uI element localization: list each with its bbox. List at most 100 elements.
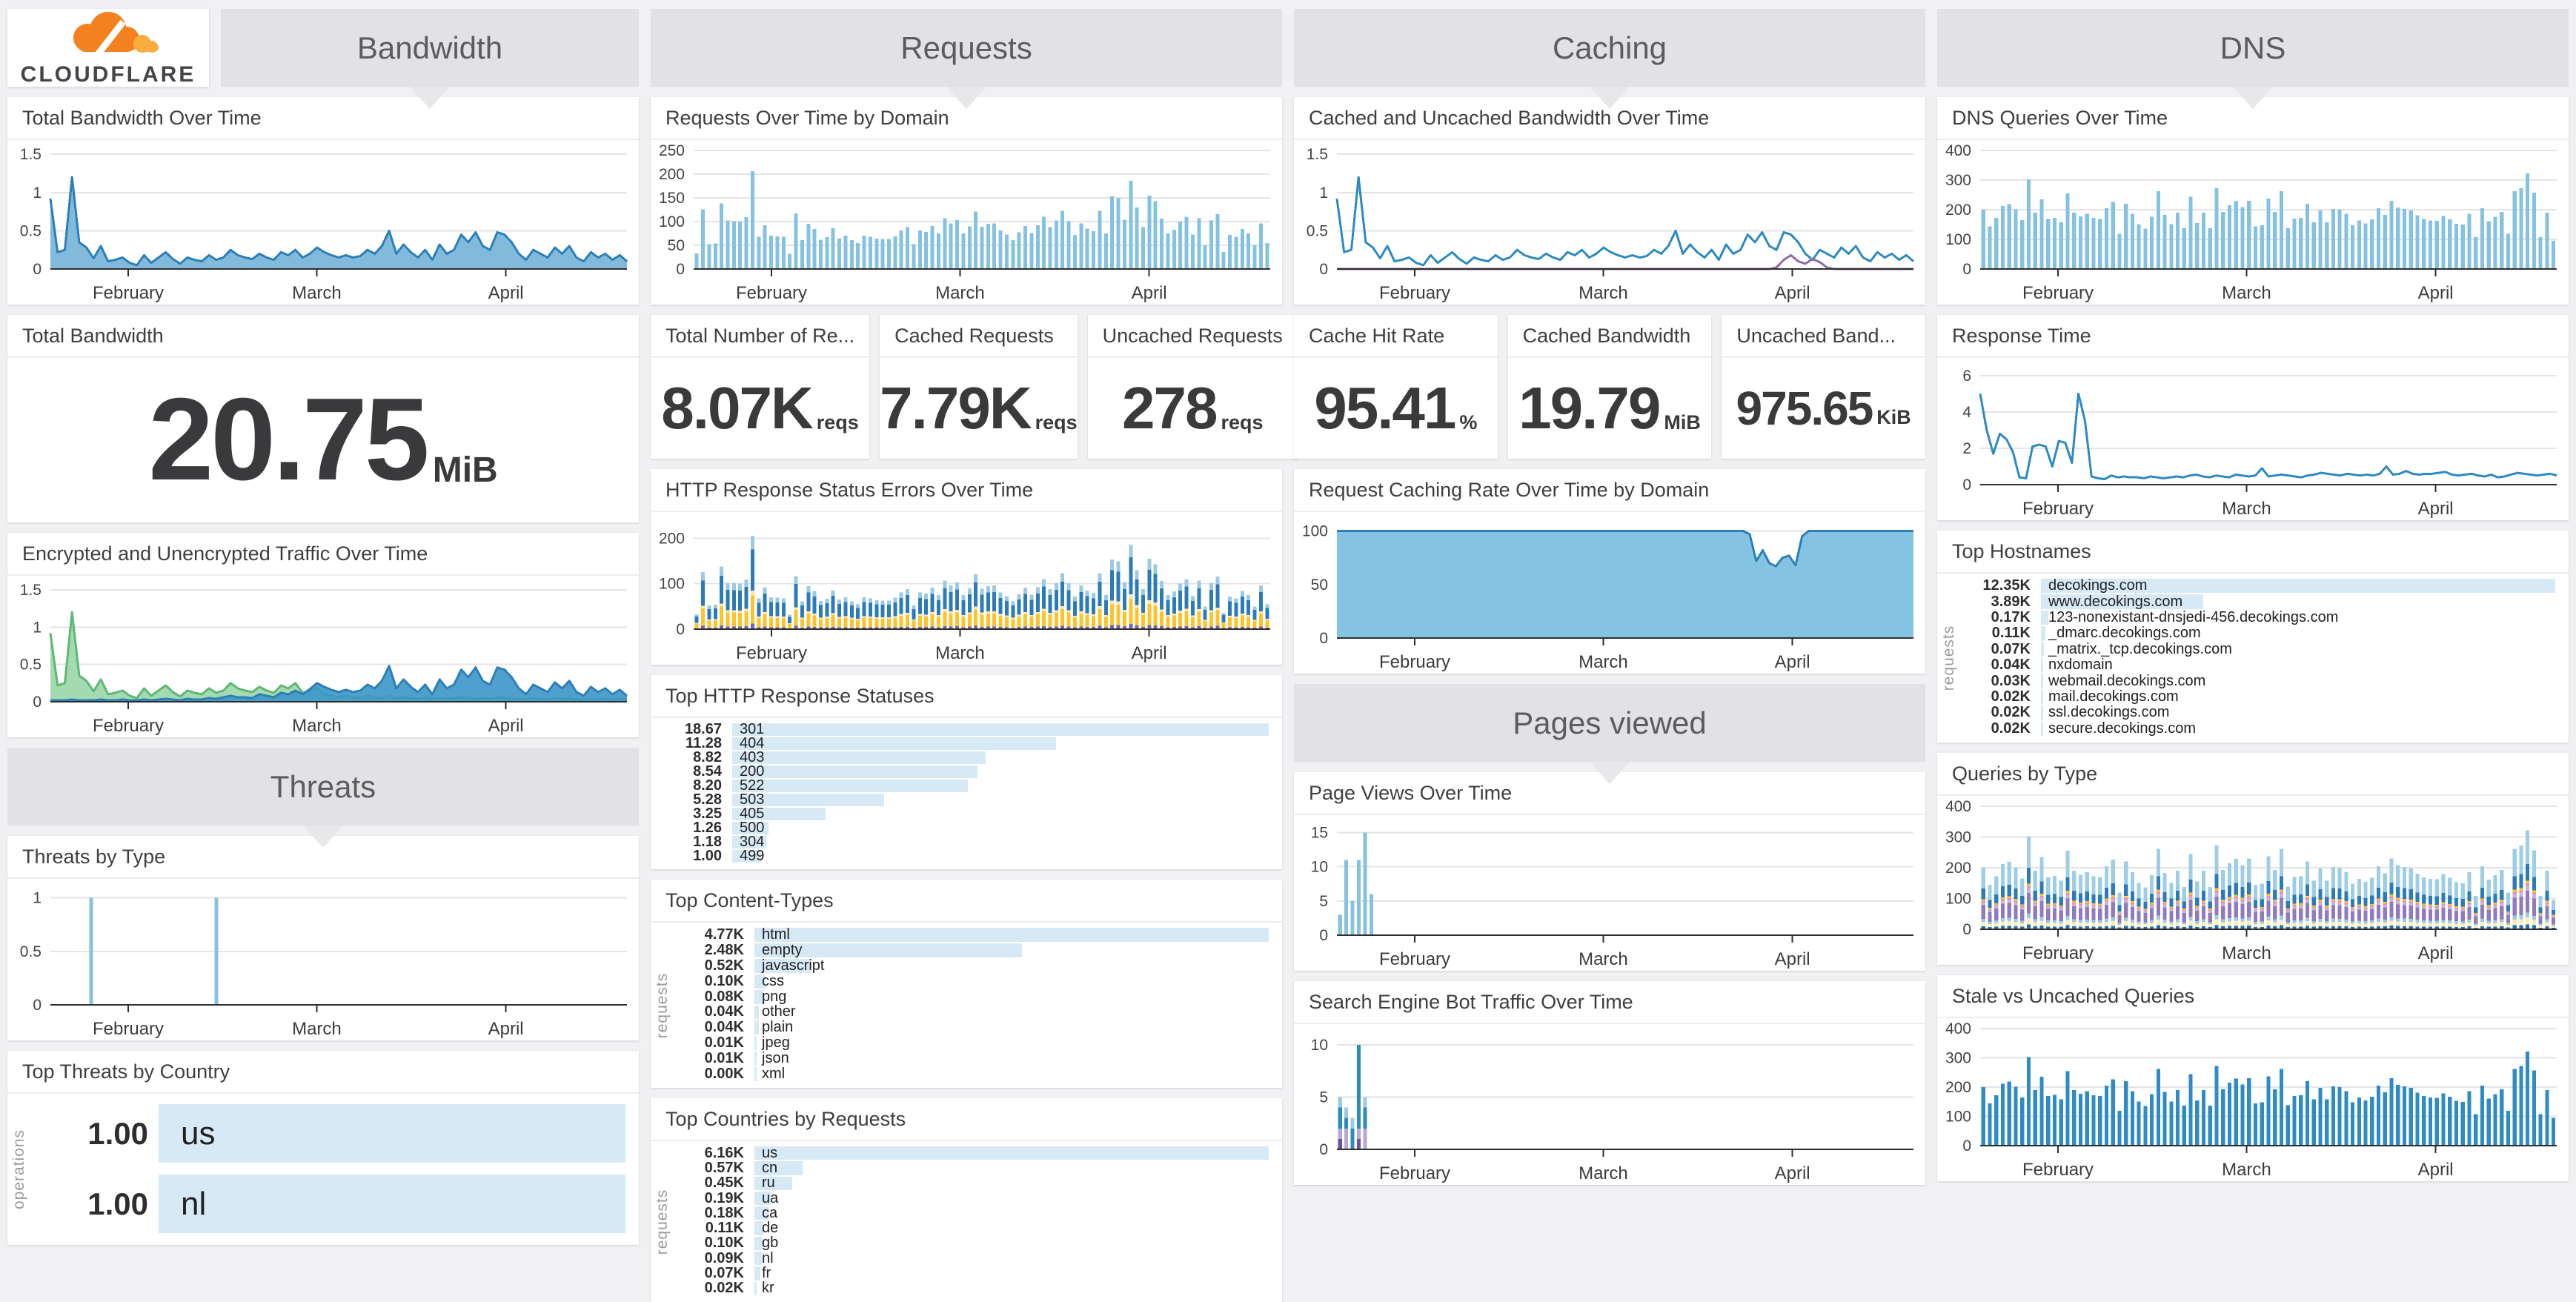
queries-by-type-stacked-chart[interactable]: 0 100 200 300 400 February March April xyxy=(1937,796,2569,965)
encrypted-traffic-area-chart[interactable]: 0 0.5 1 1.5 February March April xyxy=(7,576,639,737)
list-item[interactable]: 1.00 nl xyxy=(30,1169,639,1239)
section-header-requests[interactable]: Requests xyxy=(651,9,1282,109)
list-value: 0.02K xyxy=(1991,704,2031,721)
list-item[interactable]: 0.01K jpeg xyxy=(673,1034,1282,1052)
list-item[interactable]: 8.82 403 xyxy=(651,749,1282,765)
svg-text:0.5: 0.5 xyxy=(20,943,42,960)
list-item[interactable]: 0.07K _matrix._tcp.decokings.com xyxy=(1959,641,2569,657)
section-header-dns[interactable]: DNS xyxy=(1937,9,2569,109)
svg-text:5: 5 xyxy=(1319,893,1328,910)
list-item[interactable]: 0.04K plain xyxy=(673,1019,1282,1036)
dns-queries-bar-chart[interactable]: 0 100 200 300 400 February March April xyxy=(1937,140,2569,305)
svg-text:1.5: 1.5 xyxy=(1307,146,1328,163)
list-item[interactable]: 11.28 404 xyxy=(651,735,1282,751)
list-item[interactable]: 0.45K ru xyxy=(673,1175,1282,1192)
list-label: cn xyxy=(762,1159,778,1176)
svg-text:0: 0 xyxy=(1319,927,1328,944)
list-item[interactable]: 0.09K nl xyxy=(673,1250,1282,1266)
requests-bar-chart[interactable]: 0 50 100 150 200 250 February March April xyxy=(651,140,1282,305)
card-title: Total Bandwidth Over Time xyxy=(7,97,639,140)
list-item[interactable]: 6.16K us xyxy=(673,1145,1282,1161)
list-item[interactable]: 0.10K css xyxy=(673,973,1282,989)
caching-rate-area-chart[interactable]: 0 50 100 February March April xyxy=(1294,512,1925,674)
section-header-caching[interactable]: Caching xyxy=(1294,9,1925,109)
card-total-bandwidth: Total Bandwidth 20.75 MiB xyxy=(7,315,639,522)
list-item[interactable]: 0.18K ca xyxy=(673,1205,1282,1221)
section-header-pages-viewed[interactable]: Pages viewed xyxy=(1294,684,1925,784)
svg-text:0.5: 0.5 xyxy=(20,222,42,239)
list-item[interactable]: 1.00 us xyxy=(30,1098,639,1169)
list-item[interactable]: 0.03K webmail.decokings.com xyxy=(1959,673,2569,689)
card-cached-bandwidth: Cached Bandwidth 19.79 MiB xyxy=(1507,315,1712,459)
list-item[interactable]: 0.57K cn xyxy=(673,1159,1282,1176)
list-item[interactable]: 0.04K other xyxy=(673,1003,1282,1020)
list-item[interactable]: 18.67 301 xyxy=(651,721,1282,737)
list-item[interactable]: 0.07K fr xyxy=(673,1265,1282,1281)
card-title: Cached Requests xyxy=(880,315,1078,358)
top-countries-list[interactable]: requests 6.16K us 0.57K cn 0.45K ru 0.19K ua 0.18… xyxy=(651,1141,1282,1302)
list-item[interactable]: 0.02K mail.decokings.com xyxy=(1959,688,2569,705)
list-item[interactable]: 4.77K html xyxy=(673,926,1282,943)
list-item[interactable]: 0.02K secure.decokings.com xyxy=(1959,720,2569,737)
section-header-bandwidth[interactable]: Bandwidth xyxy=(221,9,639,109)
list-item[interactable]: 3.89K www.decokings.com xyxy=(1959,594,2569,610)
stat-value: 19.79 xyxy=(1518,375,1661,442)
list-item[interactable]: 12.35K decokings.com xyxy=(1959,577,2569,594)
svg-text:0.5: 0.5 xyxy=(20,657,42,674)
list-item[interactable]: 0.00K xml xyxy=(673,1066,1282,1082)
card-page-views: Page Views Over Time 0 5 10 15 February March… xyxy=(1294,772,1925,971)
cached-bandwidth-line-chart[interactable]: 0 0.5 1 1.5 February March April xyxy=(1294,140,1925,305)
svg-text:March: March xyxy=(1579,949,1628,969)
list-bar xyxy=(754,1236,763,1251)
list-item[interactable]: 1.26 500 xyxy=(651,820,1282,836)
list-value: 0.04K xyxy=(704,1019,744,1036)
list-item[interactable]: 5.28 503 xyxy=(651,791,1282,808)
list-value: 0.45K xyxy=(704,1175,744,1192)
list-item[interactable]: 8.54 200 xyxy=(651,763,1282,780)
list-item[interactable]: 0.01K json xyxy=(673,1050,1282,1066)
svg-text:February: February xyxy=(93,1019,164,1039)
http-errors-stacked-chart[interactable]: 0 100 200 February March April xyxy=(651,512,1282,665)
svg-text:March: March xyxy=(2222,499,2271,519)
list-item[interactable]: 1.18 304 xyxy=(651,834,1282,850)
section-header-threats[interactable]: Threats xyxy=(7,748,639,848)
cloudflare-logo[interactable]: CLOUDFLARE xyxy=(7,9,209,87)
page-views-bar-chart[interactable]: 0 5 10 15 February March April xyxy=(1294,815,1925,971)
list-bar xyxy=(2041,705,2043,720)
list-label: _dmarc.decokings.com xyxy=(2048,625,2201,642)
top-hostnames-list[interactable]: requests 12.35K decokings.com 3.89K www.deco… xyxy=(1937,574,2569,743)
list-item[interactable]: 0.19K ua xyxy=(673,1190,1282,1206)
list-item[interactable]: 2.48K empty xyxy=(673,941,1282,958)
list-item[interactable]: 0.08K png xyxy=(673,989,1282,1005)
list-label: xml xyxy=(762,1066,786,1083)
list-item[interactable]: 0.10K gb xyxy=(673,1235,1282,1251)
list-item[interactable]: 0.52K javascript xyxy=(673,957,1282,974)
list-label: empty xyxy=(762,941,803,958)
list-value: 0.01K xyxy=(704,1034,744,1052)
top-statuses-list[interactable]: 18.67 301 11.28 404 8.82 403 8.54 200 8.20 522 5.2… xyxy=(651,718,1282,869)
searchbot-stacked-chart[interactable]: 0 5 10 February March April xyxy=(1294,1024,1925,1185)
stat-value: 8.07K xyxy=(661,375,813,442)
list-value: 8.82 xyxy=(693,749,722,765)
list-item[interactable]: 8.20 522 xyxy=(651,777,1282,794)
list-item[interactable]: 0.17K 123-nonexistant-dnsjedi-456.decokin… xyxy=(1959,609,2569,625)
list-value: 1.00 xyxy=(87,1186,148,1221)
y-axis-label: requests xyxy=(654,972,671,1038)
bandwidth-header-row: CLOUDFLARE Bandwidth xyxy=(7,9,639,109)
list-item[interactable]: 3.25 405 xyxy=(651,806,1282,822)
card-title: Page Views Over Time xyxy=(1294,772,1925,815)
card-title: Top HTTP Response Statuses xyxy=(651,675,1282,718)
threats-by-type-bar-chart[interactable]: 0 0.5 1 February March April xyxy=(7,879,639,1040)
svg-text:February: February xyxy=(736,283,807,303)
list-item[interactable]: 0.04K nxdomain xyxy=(1959,657,2569,673)
list-item[interactable]: 0.11K de xyxy=(673,1220,1282,1236)
top-threats-list[interactable]: operations 1.00 us 1.00 nl xyxy=(7,1094,639,1245)
list-bar xyxy=(754,1191,771,1206)
response-time-line-chart[interactable]: 0 2 4 6 February March April xyxy=(1937,358,2569,520)
list-item[interactable]: 0.11K _dmarc.decokings.com xyxy=(1959,625,2569,641)
total-bandwidth-area-chart[interactable]: 0 0.5 1 1.5 February March April xyxy=(7,140,639,305)
content-types-list[interactable]: requests 4.77K html 2.48K empty 0.52K javascri… xyxy=(651,923,1282,1088)
list-item[interactable]: 0.02K ssl.decokings.com xyxy=(1959,704,2569,721)
stale-queries-bar-chart[interactable]: 0 100 200 300 400 February March April xyxy=(1937,1018,2569,1181)
list-item[interactable]: 1.00 499 xyxy=(651,848,1282,864)
